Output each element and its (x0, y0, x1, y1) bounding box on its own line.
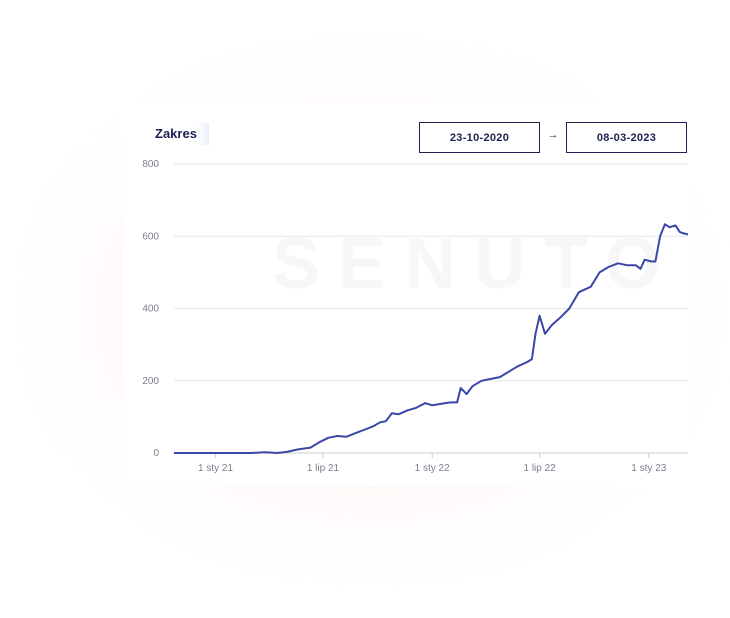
x-tick-label: 1 sty 21 (198, 463, 233, 474)
date-to-field[interactable]: 08-03-2023 (566, 122, 687, 153)
y-tick-label: 400 (142, 304, 159, 315)
y-tick-label: 800 (142, 159, 159, 170)
line-chart: 0 200 400 600 800 1 sty 21 1 lip 21 1 sty 22 1 l… (142, 159, 688, 474)
x-tick-label: 1 lip 22 (523, 463, 556, 474)
x-tick-label: 1 sty 22 (415, 463, 450, 474)
arrow-icon: → (547, 129, 559, 141)
chart-title: Zakres (152, 123, 209, 145)
date-from-field[interactable]: 23-10-2020 (419, 122, 540, 153)
series-line (174, 223, 688, 454)
x-tick-label: 1 lip 21 (307, 463, 340, 474)
y-tick-label: 0 (153, 448, 159, 459)
y-tick-label: 600 (142, 231, 159, 242)
x-tick-label: 1 sty 23 (631, 463, 666, 474)
y-tick-label: 200 (142, 376, 159, 387)
